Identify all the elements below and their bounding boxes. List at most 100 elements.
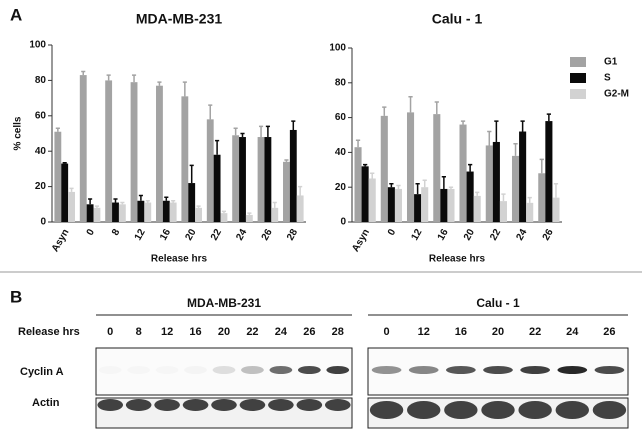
blot-title: MDA-MB-231 (187, 296, 261, 310)
x-tick-label: 26 (541, 227, 556, 243)
bar (538, 173, 546, 222)
error-bar (513, 142, 518, 156)
cyclin-band (269, 366, 293, 374)
cyclin-band (594, 366, 625, 374)
error-bar (69, 187, 74, 192)
error-bar (94, 205, 100, 208)
y-tick-label: 0 (40, 217, 46, 228)
actin-band (97, 399, 124, 411)
lane-label: 12 (418, 326, 430, 338)
bar (499, 201, 508, 222)
bar (54, 131, 62, 222)
bar (162, 200, 170, 222)
bar (213, 154, 221, 222)
error-bar (189, 164, 194, 184)
lane-label: 20 (218, 326, 230, 338)
error-bar (434, 101, 439, 115)
bar (354, 147, 362, 222)
actin-band (182, 399, 209, 411)
bar (271, 207, 279, 222)
error-bar (196, 205, 201, 208)
x-tick-label: 22 (488, 227, 503, 243)
blot-row-label: Cyclin A (20, 366, 64, 378)
y-tick-label: 20 (35, 181, 47, 192)
error-bar (113, 198, 118, 203)
bar (447, 188, 455, 222)
actin-band (239, 399, 266, 411)
lane-label: 12 (161, 326, 173, 338)
lane-label: 24 (566, 326, 579, 338)
error-bar (422, 179, 427, 188)
x-tick-label: 20 (183, 227, 198, 243)
x-axis-label: Release hrs (151, 254, 208, 265)
x-tick-label: 24 (234, 227, 249, 243)
error-bar (55, 127, 60, 132)
bar (296, 195, 304, 222)
bar (414, 194, 422, 222)
error-bar (396, 184, 401, 189)
error-bar (448, 186, 454, 189)
actin-band (154, 399, 180, 411)
x-tick-label: 24 (514, 227, 529, 243)
bar (394, 188, 403, 222)
error-bar (240, 132, 245, 138)
bar (239, 137, 246, 222)
blot-row-label: Actin (32, 397, 60, 409)
bar (68, 191, 75, 222)
actin-band (592, 401, 627, 419)
error-bar (265, 125, 270, 138)
lane-label: 22 (529, 326, 541, 338)
error-bar (120, 201, 125, 205)
x-tick-label: 28 (285, 227, 300, 243)
actin-band (369, 401, 404, 419)
x-tick-label: 12 (409, 227, 424, 243)
bar (421, 187, 429, 222)
lane-label: 26 (603, 326, 615, 338)
error-bar (527, 196, 532, 203)
bar (459, 124, 467, 222)
y-tick-label: 40 (35, 146, 47, 157)
cyclin-band (297, 366, 321, 374)
bar (511, 155, 520, 222)
bar (440, 188, 448, 222)
bar (93, 207, 101, 222)
y-tick-label: 100 (29, 40, 46, 51)
error-bar (138, 194, 143, 201)
lane-label: 16 (455, 326, 467, 338)
cyclin-band (156, 366, 179, 374)
legend-swatch (570, 57, 586, 67)
error-bar (62, 161, 67, 164)
bar (137, 200, 145, 222)
lane-label: 8 (136, 326, 142, 338)
actin-band (444, 401, 478, 419)
bar (264, 137, 272, 222)
bar (380, 115, 388, 222)
bar (526, 202, 534, 222)
bar (387, 187, 395, 222)
blot-title: Calu - 1 (476, 296, 520, 310)
bar (220, 213, 228, 222)
error-bar (182, 81, 187, 97)
bar (492, 141, 500, 222)
error-bar (131, 74, 137, 83)
error-bar (494, 120, 499, 142)
error-bar (258, 125, 264, 138)
y-tick-label: 20 (335, 182, 347, 193)
bar (466, 171, 474, 222)
error-bar (88, 198, 93, 205)
legend-label: G2-M (604, 89, 629, 100)
actin-band (296, 399, 323, 411)
bar (86, 204, 94, 222)
cyclin-band (127, 366, 150, 374)
error-bar (81, 70, 86, 76)
error-bar (389, 182, 394, 188)
cyclin-band (326, 366, 350, 374)
y-tick-label: 100 (329, 43, 346, 54)
bar (552, 197, 560, 222)
error-bar (408, 95, 413, 113)
actin-band (518, 401, 552, 419)
bar (289, 129, 297, 222)
error-bar (475, 191, 480, 196)
bar (195, 207, 202, 222)
lane-label: 20 (492, 326, 504, 338)
